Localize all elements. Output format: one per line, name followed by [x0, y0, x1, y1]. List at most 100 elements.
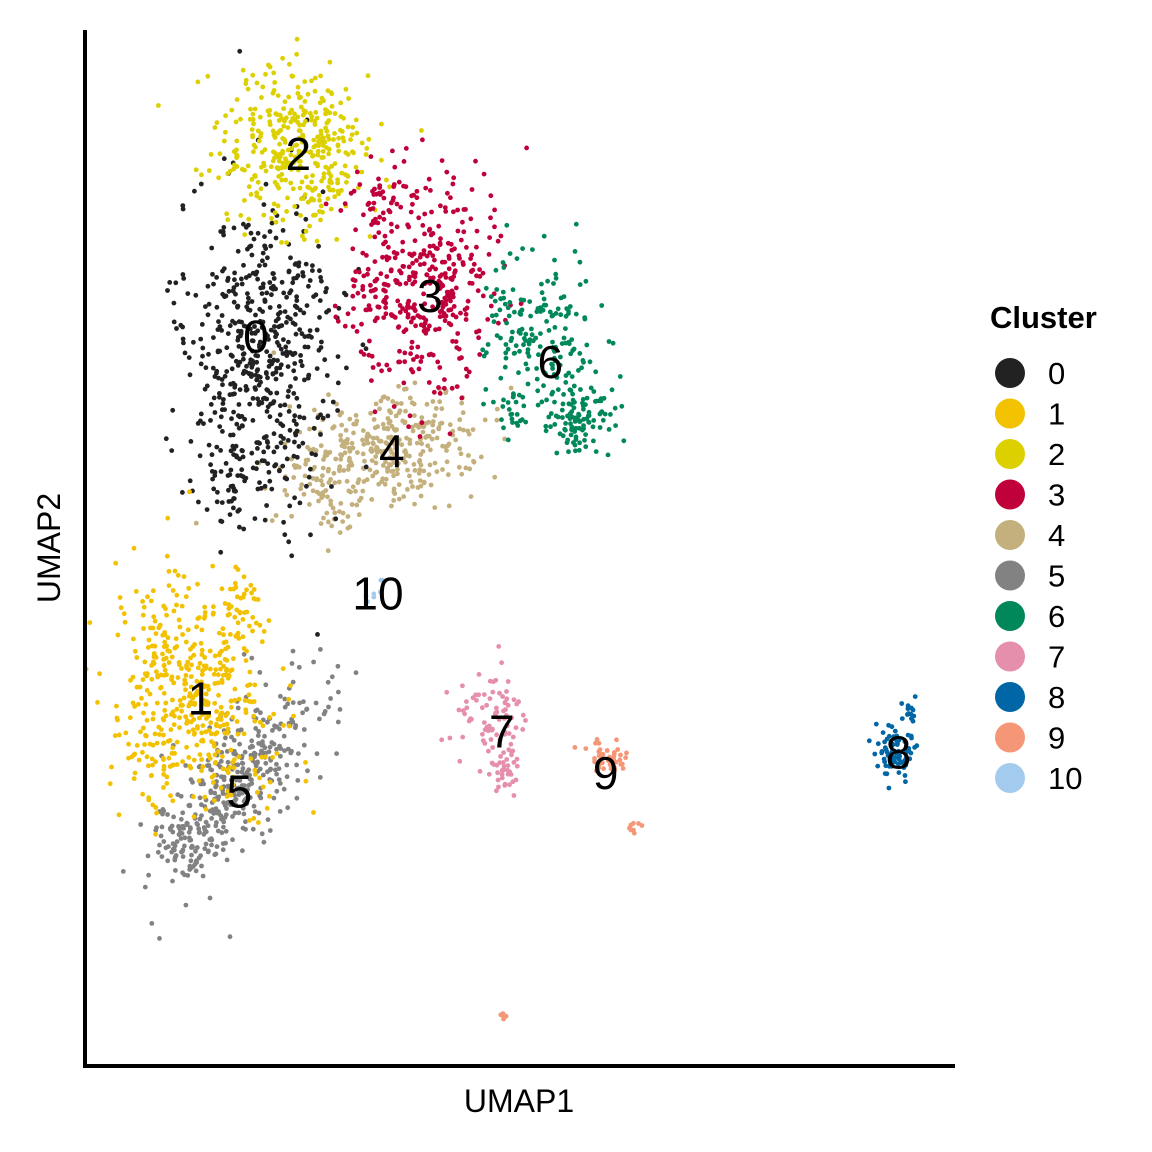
data-point	[224, 767, 230, 773]
data-point	[593, 449, 599, 454]
data-point	[180, 632, 186, 637]
data-point	[404, 435, 409, 441]
data-point	[406, 277, 412, 283]
data-point	[319, 95, 325, 101]
data-point	[243, 826, 248, 832]
data-point	[621, 438, 627, 444]
data-point	[512, 309, 517, 315]
data-point	[501, 708, 506, 714]
data-point	[375, 424, 381, 429]
data-point	[162, 639, 168, 645]
data-point	[419, 128, 424, 133]
data-point	[501, 397, 506, 403]
data-point	[351, 306, 356, 311]
data-point	[353, 164, 359, 170]
data-point	[593, 740, 598, 746]
data-point	[266, 749, 272, 755]
data-point	[257, 399, 262, 405]
data-point	[264, 805, 270, 811]
data-point	[293, 143, 298, 148]
data-point	[235, 731, 241, 737]
data-point	[418, 322, 424, 328]
data-point	[228, 698, 234, 704]
data-point	[151, 661, 157, 666]
data-point	[473, 158, 478, 164]
data-point	[535, 402, 541, 408]
data-point	[169, 762, 175, 768]
data-point	[614, 737, 619, 743]
data-point	[181, 695, 187, 701]
data-point	[601, 766, 606, 772]
data-point	[171, 300, 177, 306]
data-point	[335, 318, 341, 324]
data-point	[412, 413, 417, 418]
data-point	[174, 762, 180, 767]
data-point	[445, 190, 450, 196]
data-point	[270, 400, 276, 406]
data-point	[383, 311, 389, 317]
data-point	[174, 739, 180, 745]
data-point	[144, 717, 150, 723]
data-point	[301, 491, 307, 497]
data-point	[230, 443, 236, 449]
data-point	[407, 453, 412, 459]
data-point	[605, 452, 611, 458]
data-point	[444, 448, 449, 453]
data-point	[510, 734, 516, 740]
data-point	[142, 742, 148, 747]
data-point	[459, 395, 465, 401]
data-point	[521, 297, 527, 303]
data-point	[169, 849, 175, 855]
data-point	[492, 298, 498, 304]
data-point	[502, 781, 508, 787]
data-point	[200, 764, 206, 770]
data-point	[469, 252, 474, 258]
data-point	[419, 354, 425, 360]
data-point	[430, 429, 436, 434]
data-point	[342, 163, 348, 169]
data-point	[386, 255, 392, 261]
legend-key	[995, 398, 1025, 429]
data-point	[203, 819, 209, 825]
data-point	[353, 269, 359, 275]
data-point	[543, 371, 548, 377]
data-point	[183, 594, 189, 600]
data-point	[298, 486, 304, 492]
data-point	[296, 404, 302, 409]
data-point	[497, 307, 503, 313]
data-point	[433, 406, 439, 411]
data-point	[320, 415, 326, 421]
data-point	[883, 763, 889, 769]
data-point	[206, 168, 212, 174]
data-point	[233, 291, 238, 297]
data-point	[406, 424, 411, 430]
data-point	[198, 361, 204, 367]
data-point	[418, 452, 424, 457]
data-point	[162, 667, 168, 673]
data-point	[287, 503, 293, 509]
data-point	[255, 367, 261, 372]
data-point	[176, 617, 182, 623]
data-point	[203, 729, 209, 735]
data-point	[436, 278, 442, 284]
data-point	[396, 482, 402, 487]
data-point	[408, 479, 414, 485]
data-point	[323, 488, 329, 493]
data-point	[227, 323, 233, 329]
data-point	[233, 119, 239, 125]
data-point	[520, 727, 526, 732]
data-point	[239, 769, 245, 775]
data-point	[170, 709, 176, 715]
data-point	[286, 339, 291, 345]
data-point	[199, 322, 205, 327]
data-point	[200, 873, 206, 879]
data-point	[333, 314, 339, 320]
data-point	[257, 719, 263, 725]
data-point	[474, 244, 479, 250]
data-point	[212, 374, 218, 379]
data-point	[177, 830, 183, 835]
legend-key	[995, 722, 1025, 753]
data-point	[489, 313, 495, 319]
data-point	[214, 730, 220, 735]
data-point	[442, 205, 448, 211]
